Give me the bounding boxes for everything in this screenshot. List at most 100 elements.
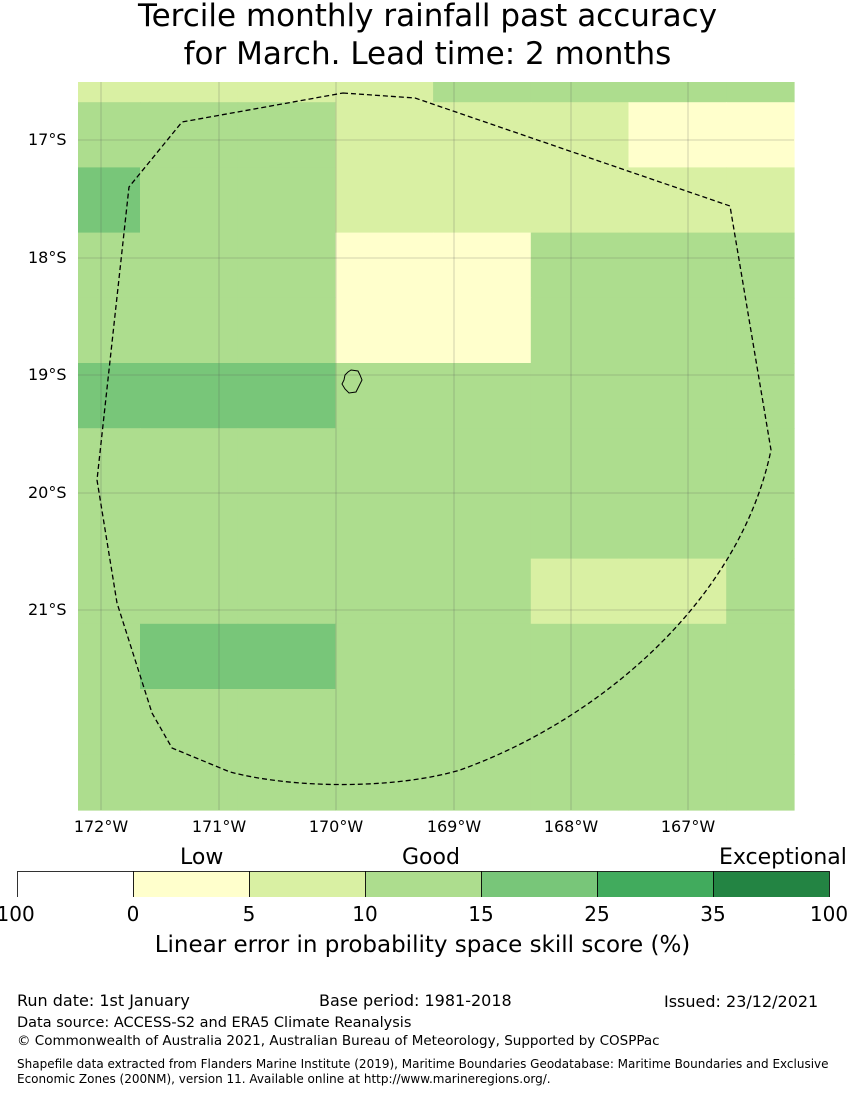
skill-cell bbox=[140, 102, 239, 168]
lon-label-171w: 171°W bbox=[191, 817, 247, 836]
skill-cell bbox=[530, 102, 630, 168]
skill-cell bbox=[628, 82, 727, 103]
skill-cell bbox=[78, 232, 141, 299]
eez-boundary bbox=[96, 92, 772, 786]
skill-cell bbox=[335, 232, 434, 299]
skill-grid bbox=[78, 82, 795, 811]
legend-category-low: Low bbox=[180, 845, 224, 870]
legend-tick-25: 25 bbox=[584, 902, 610, 926]
skill-cell bbox=[433, 689, 532, 755]
island-niue bbox=[341, 369, 363, 394]
skill-cell bbox=[335, 623, 434, 690]
skill-cell bbox=[433, 428, 532, 494]
run-date: Run date: 1st January bbox=[17, 991, 190, 1010]
legend-tick-0: 0 bbox=[126, 902, 140, 926]
skill-cell bbox=[335, 493, 434, 560]
legend-category-exceptional: Exceptional bbox=[719, 845, 847, 870]
base-period: Base period: 1981-2018 bbox=[319, 991, 512, 1010]
legend-tick-5: 5 bbox=[242, 902, 256, 926]
skill-cell bbox=[530, 689, 630, 755]
skill-cell bbox=[78, 363, 141, 429]
colorbar-swatch bbox=[481, 871, 598, 897]
skill-cell bbox=[335, 558, 434, 625]
skill-cell bbox=[140, 623, 239, 690]
skill-cell bbox=[140, 363, 239, 429]
skill-cell bbox=[433, 232, 532, 299]
legend-tick-15: 15 bbox=[468, 902, 494, 926]
lon-label-169w: 169°W bbox=[426, 817, 482, 836]
skill-cell bbox=[237, 102, 336, 168]
skill-cell bbox=[78, 689, 141, 755]
skill-cell bbox=[335, 689, 434, 755]
skill-cell bbox=[335, 363, 434, 429]
skill-cell bbox=[140, 493, 239, 560]
skill-cell bbox=[726, 558, 795, 625]
skill-cell bbox=[335, 167, 434, 234]
colorbar-title: Linear error in probability space skill … bbox=[154, 932, 691, 958]
skill-cell bbox=[628, 689, 727, 755]
skill-cell bbox=[628, 558, 727, 625]
graticule bbox=[78, 82, 794, 810]
skill-cell bbox=[433, 754, 532, 811]
colorbar-swatch bbox=[249, 871, 366, 897]
skill-cell bbox=[433, 558, 532, 625]
map-title-line1: Tercile monthly rainfall past accuracy bbox=[137, 0, 718, 34]
skill-cell bbox=[433, 167, 532, 234]
skill-cell bbox=[78, 558, 141, 625]
legend-tick-35: 35 bbox=[700, 902, 726, 926]
skill-cell bbox=[530, 167, 630, 234]
lon-label-170w: 170°W bbox=[308, 817, 364, 836]
skill-cell bbox=[628, 493, 727, 560]
skill-cell bbox=[237, 493, 336, 560]
skill-cell bbox=[335, 428, 434, 494]
skill-cell bbox=[78, 167, 141, 234]
skill-cell bbox=[726, 102, 795, 168]
skill-cell bbox=[530, 428, 630, 494]
lon-label-168w: 168°W bbox=[543, 817, 599, 836]
skill-cell bbox=[530, 558, 630, 625]
copyright: © Commonwealth of Australia 2021, Austra… bbox=[17, 1033, 660, 1049]
skill-cell bbox=[140, 297, 239, 364]
skill-cell bbox=[433, 493, 532, 560]
legend-category-good: Good bbox=[402, 845, 460, 870]
skill-cell bbox=[726, 428, 795, 494]
skill-cell bbox=[335, 297, 434, 364]
map-title-line2: for March. Lead time: 2 months bbox=[183, 36, 672, 72]
skill-cell bbox=[237, 167, 336, 234]
skill-cell bbox=[726, 689, 795, 755]
skill-cell bbox=[433, 102, 532, 168]
skill-cell bbox=[433, 297, 532, 364]
colorbar bbox=[17, 871, 830, 897]
skill-cell bbox=[237, 297, 336, 364]
skill-cell bbox=[726, 754, 795, 811]
skill-cell bbox=[237, 232, 336, 299]
skill-cell bbox=[140, 428, 239, 494]
skill-cell bbox=[628, 363, 727, 429]
skill-cell bbox=[78, 102, 141, 168]
skill-cell bbox=[237, 428, 336, 494]
lon-label-172w: 172°W bbox=[73, 817, 129, 836]
skill-cell bbox=[628, 102, 727, 168]
skill-cell bbox=[237, 363, 336, 429]
skill-cell bbox=[433, 363, 532, 429]
skill-cell bbox=[433, 82, 532, 103]
colorbar-swatch bbox=[597, 871, 714, 897]
skill-cell bbox=[726, 623, 795, 690]
skill-cell bbox=[433, 623, 532, 690]
skill-cell bbox=[628, 428, 727, 494]
skill-cell bbox=[628, 623, 727, 690]
skill-cell bbox=[628, 167, 727, 234]
legend-tick-100: 100 bbox=[809, 902, 849, 926]
skill-cell bbox=[726, 297, 795, 364]
skill-cell bbox=[140, 689, 239, 755]
skill-cell bbox=[140, 82, 239, 103]
skill-cell bbox=[78, 623, 141, 690]
skill-cell bbox=[530, 363, 630, 429]
skill-cell bbox=[530, 493, 630, 560]
skill-cell bbox=[726, 363, 795, 429]
skill-cell bbox=[237, 558, 336, 625]
skill-cell bbox=[530, 623, 630, 690]
skill-cell bbox=[237, 689, 336, 755]
skill-cell bbox=[335, 102, 434, 168]
lat-label-18s: 18°S bbox=[28, 248, 67, 267]
